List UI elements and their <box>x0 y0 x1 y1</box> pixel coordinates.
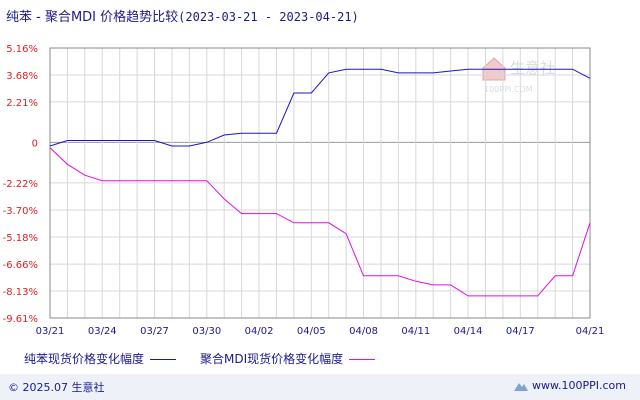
chart-date-range: (2023-03-21 - 2023-04-21) <box>178 10 359 24</box>
series-line-2 <box>49 147 591 297</box>
watermark-url: 100PPI.COM <box>484 85 533 94</box>
y-tick-label: 0 <box>32 138 38 149</box>
series-line-1 <box>49 68 591 147</box>
chart-title-text: 纯苯 - 聚合MDI 价格趋势比较 <box>6 10 179 25</box>
y-tick-label: 3.68% <box>6 71 38 82</box>
legend-swatch-series-2 <box>349 359 376 360</box>
y-tick-label: 2.21% <box>6 98 38 109</box>
x-tick-label: 04/17 <box>506 326 535 337</box>
price-trend-chart: 生意社 100PPI.COM 5.16% 3.68% 2.21% 0 -2.22% -3.… <box>3 44 605 337</box>
legend-swatch-series-1 <box>150 359 177 360</box>
chart-title: 纯苯 - 聚合MDI 价格趋势比较(2023-03-21 - 2023-04-2… <box>6 6 359 25</box>
y-tick-label: -5.18% <box>3 233 38 244</box>
y-tick-label: 5.16% <box>6 44 38 55</box>
site-url: www.100PPI.com <box>532 379 626 392</box>
y-tick-label: -9.61% <box>3 314 38 325</box>
grid <box>49 47 591 319</box>
copyright-text: © 2025.07 生意社 <box>8 381 105 394</box>
site-link[interactable]: www.100PPI.com <box>513 379 626 392</box>
y-tick-label: -3.70% <box>3 206 38 217</box>
x-tick-label: 04/21 <box>576 326 605 337</box>
y-tick-label: -8.13% <box>3 287 38 298</box>
y-tick-label: -2.22% <box>3 179 38 190</box>
watermark-logo: 生意社 100PPI.COM <box>482 57 555 94</box>
plot-area <box>49 47 591 319</box>
site-logo-icon <box>514 383 529 391</box>
legend-label-series-1: 纯苯现货价格变化幅度 <box>24 352 145 366</box>
y-tick-label: -6.66% <box>3 260 38 271</box>
footer-bar: © 2025.07 生意社 www.100PPI.com <box>0 374 640 400</box>
legend-item-series-2: 聚合MDI现货价格变化幅度 <box>200 350 376 367</box>
x-tick-label: 04/11 <box>401 326 430 337</box>
x-tick-label: 04/08 <box>349 326 378 337</box>
x-tick-label: 03/21 <box>36 326 65 337</box>
legend-label-series-2: 聚合MDI现货价格变化幅度 <box>200 352 344 366</box>
x-tick-label: 03/27 <box>140 326 169 337</box>
x-tick-label: 03/24 <box>88 326 117 337</box>
x-tick-label: 04/05 <box>297 326 326 337</box>
x-tick-label: 04/02 <box>245 326 274 337</box>
axes: 5.16% 3.68% 2.21% 0 -2.22% -3.70% -5.18% -6.66%… <box>3 44 605 337</box>
series <box>49 68 591 297</box>
x-tick-label: 03/30 <box>192 326 221 337</box>
x-tick-label: 04/14 <box>454 326 483 337</box>
legend-item-series-1: 纯苯现货价格变化幅度 <box>24 350 177 367</box>
watermark-name: 生意社 <box>510 59 555 77</box>
